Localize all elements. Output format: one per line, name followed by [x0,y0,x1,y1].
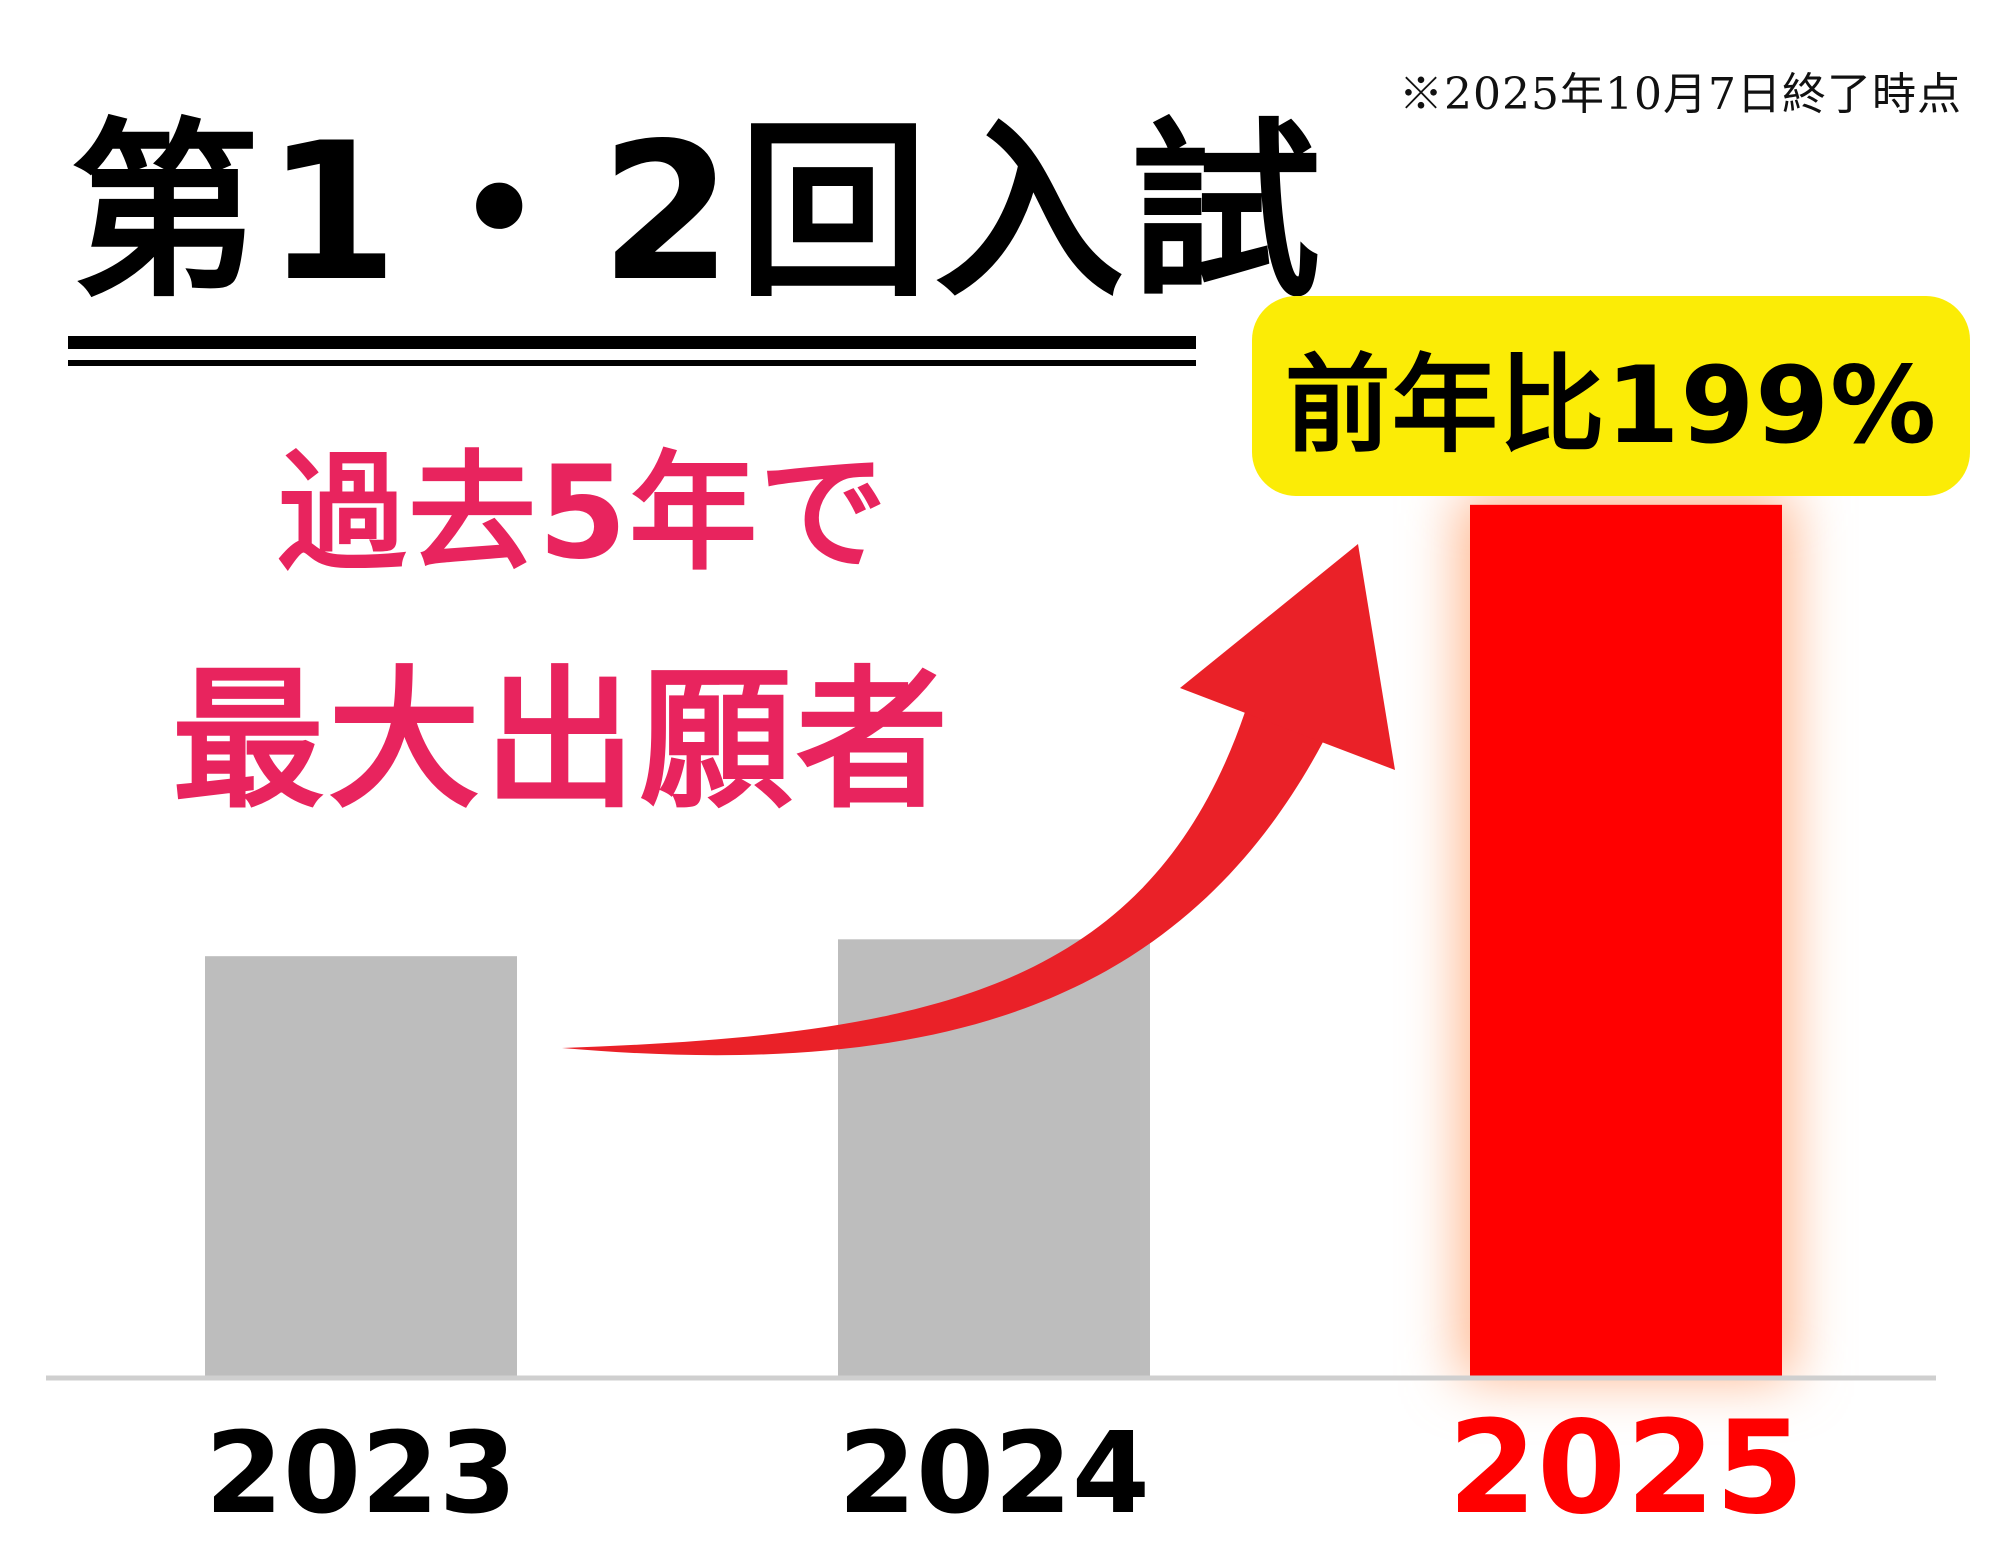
growth-arrow-icon [562,544,1395,1056]
headline-line-2: 最大出願者 [172,652,952,829]
x-tick-label-2023: 2023 [205,1409,517,1539]
page-title: 第1・2回入試 [70,102,1327,323]
title-underline-thin [68,360,1196,366]
yoy-badge: 前年比199% [1252,296,1970,496]
note-timestamp: ※2025年10月7日終了時点 [1399,69,1962,120]
x-tick-label-2025: 2025 [1447,1394,1805,1543]
headline-line-1: 過去5年で [278,439,890,588]
title-underline-thick [68,336,1196,349]
x-tick-label-2024: 2024 [838,1409,1150,1539]
bar-2023 [205,956,517,1378]
yoy-badge-text: 前年比199% [1284,344,1938,467]
bar-2025 [1470,504,1782,1378]
